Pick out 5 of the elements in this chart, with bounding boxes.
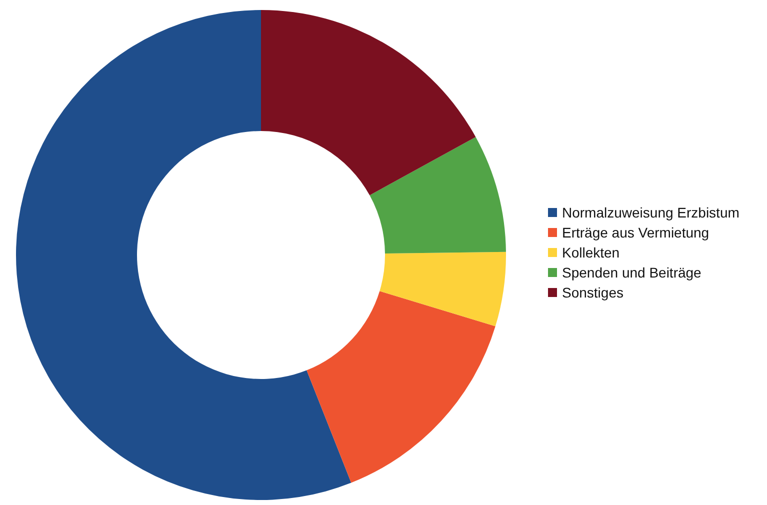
legend-label: Sonstiges	[562, 284, 624, 300]
legend-label: Kollekten	[562, 244, 620, 260]
legend-label: Normalzuweisung Erzbistum	[562, 204, 740, 220]
legend-label: Spenden und Beiträge	[562, 264, 702, 280]
legend-label: Erträge aus Vermietung	[562, 224, 710, 240]
